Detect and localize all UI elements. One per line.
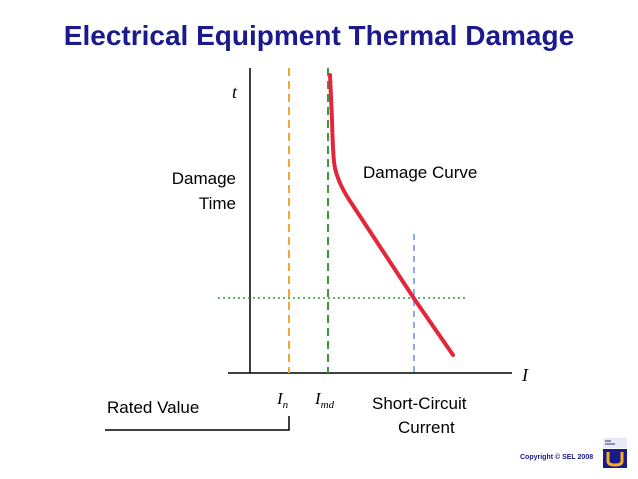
sel-logo	[603, 438, 627, 468]
damage-time-label-line2: Time	[199, 194, 236, 213]
i-n-label: In	[276, 389, 289, 411]
rated-value-pointer	[105, 416, 290, 431]
damage-curve-label: Damage Curve	[363, 163, 477, 182]
short-circuit-label-line1: Short-Circuit	[372, 394, 467, 413]
rated-value-label: Rated Value	[107, 398, 199, 417]
i-n-subscript: n	[283, 399, 289, 411]
slide-title: Electrical Equipment Thermal Damage	[63, 20, 575, 51]
damage-time-label-line1: Damage	[172, 169, 236, 188]
damage-curve	[328, 73, 455, 357]
i-md-label: Imd	[314, 389, 335, 411]
y-axis-symbol: t	[232, 82, 238, 102]
x-axis-symbol: I	[521, 365, 529, 385]
i-n-base: I	[276, 389, 284, 408]
copyright-text: Copyright © SEL 2008	[520, 454, 594, 461]
i-md-subscript: md	[321, 399, 335, 411]
i-md-base: I	[314, 389, 322, 408]
short-circuit-label-line2: Current	[398, 418, 455, 437]
